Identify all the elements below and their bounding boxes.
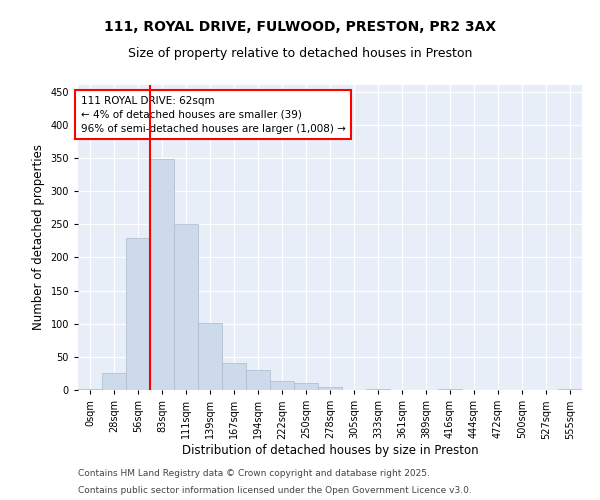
Bar	[102, 374, 126, 390]
Text: Contains public sector information licensed under the Open Government Licence v3: Contains public sector information licen…	[78, 486, 472, 495]
Text: 111 ROYAL DRIVE: 62sqm
← 4% of detached houses are smaller (39)
96% of semi-deta: 111 ROYAL DRIVE: 62sqm ← 4% of detached …	[80, 96, 346, 134]
Bar	[366, 388, 390, 390]
Bar	[318, 386, 342, 390]
Y-axis label: Number of detached properties: Number of detached properties	[32, 144, 45, 330]
Bar	[294, 384, 318, 390]
X-axis label: Distribution of detached houses by size in Preston: Distribution of detached houses by size …	[182, 444, 478, 457]
Bar	[126, 238, 150, 390]
Bar	[174, 224, 198, 390]
Bar	[270, 382, 294, 390]
Text: 111, ROYAL DRIVE, FULWOOD, PRESTON, PR2 3AX: 111, ROYAL DRIVE, FULWOOD, PRESTON, PR2 …	[104, 20, 496, 34]
Bar	[558, 388, 582, 390]
Bar	[198, 323, 222, 390]
Bar	[78, 388, 102, 390]
Bar	[246, 370, 270, 390]
Text: Size of property relative to detached houses in Preston: Size of property relative to detached ho…	[128, 48, 472, 60]
Bar	[222, 364, 246, 390]
Bar	[150, 160, 174, 390]
Text: Contains HM Land Registry data © Crown copyright and database right 2025.: Contains HM Land Registry data © Crown c…	[78, 468, 430, 477]
